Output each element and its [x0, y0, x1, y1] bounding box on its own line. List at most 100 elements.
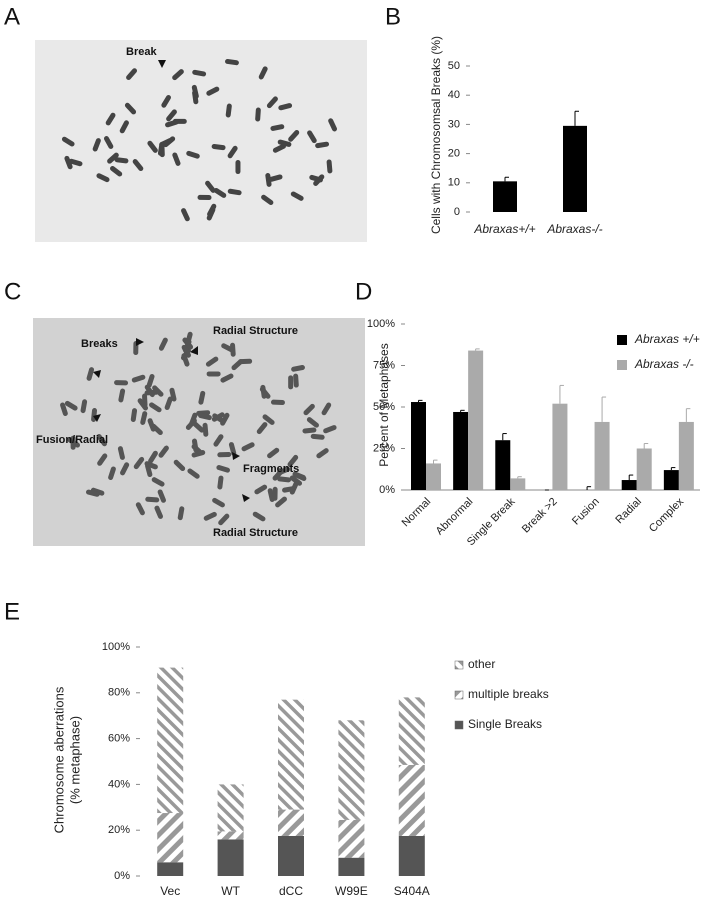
chromosome — [288, 375, 294, 390]
x-tick-label: dCC — [279, 884, 303, 898]
x-tick-label: S404A — [394, 884, 430, 898]
bar-segment — [278, 699, 304, 810]
chromosome — [216, 465, 230, 473]
bar — [453, 411, 469, 490]
y-tick-label: 0% — [114, 870, 130, 882]
panel-label: D — [355, 278, 372, 305]
chromosome — [220, 373, 234, 383]
chromosome — [145, 463, 153, 478]
legend-label: multiple breaks — [468, 687, 549, 701]
y-tick-label: 50% — [373, 401, 395, 413]
chromosome — [192, 69, 207, 77]
panel-label: B — [385, 3, 401, 30]
chromosome — [288, 130, 300, 142]
legend-label: Abraxas -/- — [634, 357, 694, 371]
arrow — [158, 60, 166, 68]
chromosome — [126, 68, 138, 81]
chromosome — [206, 371, 221, 377]
chromosome — [64, 155, 73, 170]
y-axis-label: Chromosome aberrations — [51, 686, 66, 833]
chromosome — [326, 159, 333, 174]
bar-segment — [278, 835, 304, 876]
chromosome — [293, 373, 299, 388]
chromosome — [191, 438, 199, 453]
chromosome — [290, 191, 304, 201]
chromosome — [114, 380, 129, 386]
bar-segment — [157, 813, 184, 863]
chromosome — [192, 421, 205, 433]
chromosome — [270, 399, 285, 405]
x-tick-label: Break >2 — [520, 496, 560, 536]
chromosome — [68, 158, 83, 167]
chromosome — [213, 188, 227, 198]
chromosome — [266, 96, 278, 109]
y-axis-label: Percent of Metaphases — [377, 343, 391, 466]
chromosome — [310, 433, 325, 440]
y-tick-label: 40 — [448, 89, 460, 101]
chromosome — [186, 150, 200, 159]
legend-label: Abraxas +/+ — [634, 332, 700, 346]
y-tick-label: 60% — [108, 733, 130, 745]
chromosome — [172, 152, 181, 166]
chromosomes — [61, 58, 338, 222]
chromosome — [92, 138, 101, 152]
chromosome — [262, 414, 275, 425]
annotation: Break — [126, 46, 157, 58]
bar-segment — [217, 831, 244, 840]
chromosome — [157, 489, 166, 503]
x-tick-label: Vec — [160, 884, 180, 898]
chromosome — [144, 461, 158, 470]
y-tick-label: 10 — [448, 177, 460, 189]
chromosome — [148, 450, 158, 464]
bar-segment — [398, 697, 425, 765]
legend-label: other — [468, 657, 495, 671]
chromosome — [86, 367, 95, 381]
annotation: Radial Structure — [213, 325, 298, 337]
bar — [594, 421, 610, 490]
bar — [495, 440, 511, 490]
chromosome — [323, 425, 337, 434]
chromosome — [289, 481, 299, 495]
y-tick-label: 50 — [448, 60, 460, 72]
bar — [663, 470, 679, 490]
chromosome — [197, 194, 212, 201]
legend-swatch — [454, 660, 464, 670]
panel-label: E — [4, 598, 20, 625]
chromosome — [117, 446, 125, 460]
chromosome — [151, 477, 165, 487]
bar-segment — [278, 809, 304, 836]
x-tick-label: W99E — [335, 884, 368, 898]
chromosome — [110, 166, 123, 177]
x-tick-label: WT — [221, 884, 240, 898]
chromosome — [140, 411, 148, 425]
chromosome — [114, 157, 129, 164]
chromosome — [149, 402, 162, 413]
y-tick-label: 0% — [379, 484, 395, 496]
chromosome — [164, 396, 173, 411]
chromosome — [90, 487, 105, 496]
annotation: Breaks — [81, 338, 118, 350]
chromosome — [212, 497, 225, 508]
chromosome — [108, 466, 116, 481]
bar — [621, 480, 637, 490]
y-tick-label: 20 — [448, 148, 460, 160]
y-tick-label: 80% — [108, 687, 130, 699]
chromosome — [217, 451, 232, 458]
chromosome — [277, 139, 292, 147]
chromosome — [119, 120, 129, 134]
micrograph-a — [35, 40, 367, 242]
x-tick-label: Complex — [647, 495, 687, 535]
chromosome — [187, 468, 200, 479]
chromosome — [133, 456, 145, 470]
bar — [552, 403, 568, 490]
bar — [510, 478, 526, 490]
chromosome — [227, 188, 242, 196]
chromosome — [302, 427, 317, 434]
chromosome — [272, 486, 278, 501]
chromosome — [165, 119, 179, 128]
legend-label: Single Breaks — [468, 717, 542, 731]
x-tick-label: Normal — [400, 496, 434, 530]
chromosome — [213, 434, 224, 447]
y-tick-label: 25% — [373, 442, 395, 454]
